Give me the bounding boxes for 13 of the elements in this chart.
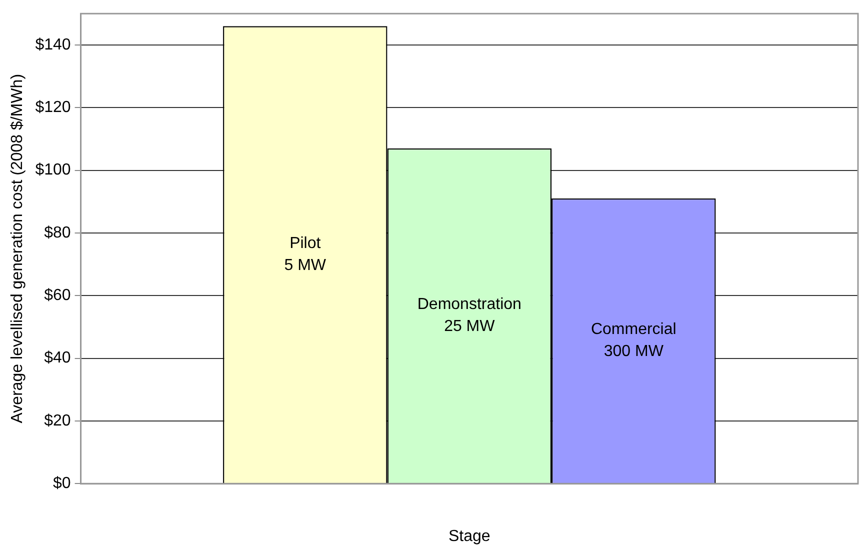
y-tick-label: $60 bbox=[44, 287, 71, 304]
series-label: Pilot 5 MW bbox=[284, 235, 327, 274]
y-tick-label: $20 bbox=[44, 412, 71, 430]
series-label: Demonstration 25 MW bbox=[417, 296, 522, 336]
y-tick-label: $120 bbox=[35, 99, 71, 116]
y-axis-title: Average levellised generation cost (2008 $/MWh) bbox=[9, 74, 26, 424]
x-axis-title: Stage bbox=[448, 528, 490, 545]
y-tick-label: $140 bbox=[35, 36, 71, 54]
y-tick-label: $80 bbox=[44, 224, 71, 242]
y-tick-label: $40 bbox=[44, 350, 71, 367]
series-label: Commercial 300 MW bbox=[590, 321, 676, 360]
y-tick-label: $0 bbox=[52, 475, 71, 492]
y-tick-label: $100 bbox=[35, 162, 71, 179]
